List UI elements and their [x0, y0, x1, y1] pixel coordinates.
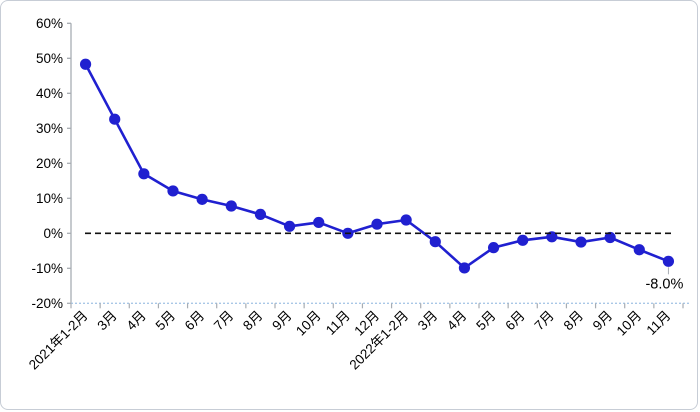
data-point: [283, 220, 296, 232]
y-tick-label: 50%: [36, 51, 63, 66]
x-category-label: 9月: [269, 308, 294, 333]
y-tick-label: 40%: [36, 86, 63, 101]
data-point: [575, 236, 587, 248]
x-category-label: 11月: [643, 308, 673, 338]
x-category-label: 8月: [240, 308, 265, 333]
x-category-label: 9月: [590, 308, 615, 333]
data-point: [138, 168, 150, 180]
data-point: [196, 193, 208, 205]
y-tick-label: 20%: [36, 156, 63, 171]
y-tick-label: 60%: [36, 16, 63, 31]
x-category-label: 11月: [323, 308, 353, 338]
data-point: [429, 236, 441, 248]
y-tick-label: -20%: [31, 296, 63, 311]
y-tick-label: 10%: [36, 191, 63, 206]
x-category-label: 6月: [502, 308, 527, 333]
y-tick-label: 0%: [43, 226, 63, 241]
y-tick-label: 30%: [36, 121, 63, 136]
x-category-label: 2021年1-2月: [26, 308, 91, 373]
data-point: [662, 255, 675, 267]
x-category-label: 8月: [561, 308, 586, 333]
data-point: [109, 113, 121, 125]
data-point: [458, 262, 471, 274]
y-tick-label: -10%: [31, 261, 63, 276]
x-category-label: 3月: [415, 308, 440, 333]
data-point: [79, 58, 92, 70]
annotation-label: -8.0%: [645, 276, 683, 292]
data-point: [313, 216, 325, 229]
data-point: [604, 231, 616, 244]
data-point: [225, 200, 237, 212]
x-category-label: 10月: [293, 308, 324, 339]
data-point: [487, 242, 500, 254]
x-category-label: 4月: [444, 308, 469, 333]
x-category-label: 7月: [532, 308, 557, 333]
data-point: [254, 208, 267, 220]
x-category-label: 4月: [124, 308, 149, 333]
x-category-label: 10月: [614, 308, 645, 339]
data-point: [371, 218, 383, 230]
data-point: [400, 214, 412, 226]
x-category-label: 3月: [94, 308, 119, 333]
data-point: [517, 234, 529, 246]
data-point: [633, 244, 645, 256]
data-point: [167, 185, 179, 197]
x-category-label: 6月: [182, 308, 207, 333]
x-category-label: 5月: [153, 308, 178, 333]
x-category-label: 7月: [211, 308, 236, 333]
x-category-label: 5月: [473, 308, 498, 333]
